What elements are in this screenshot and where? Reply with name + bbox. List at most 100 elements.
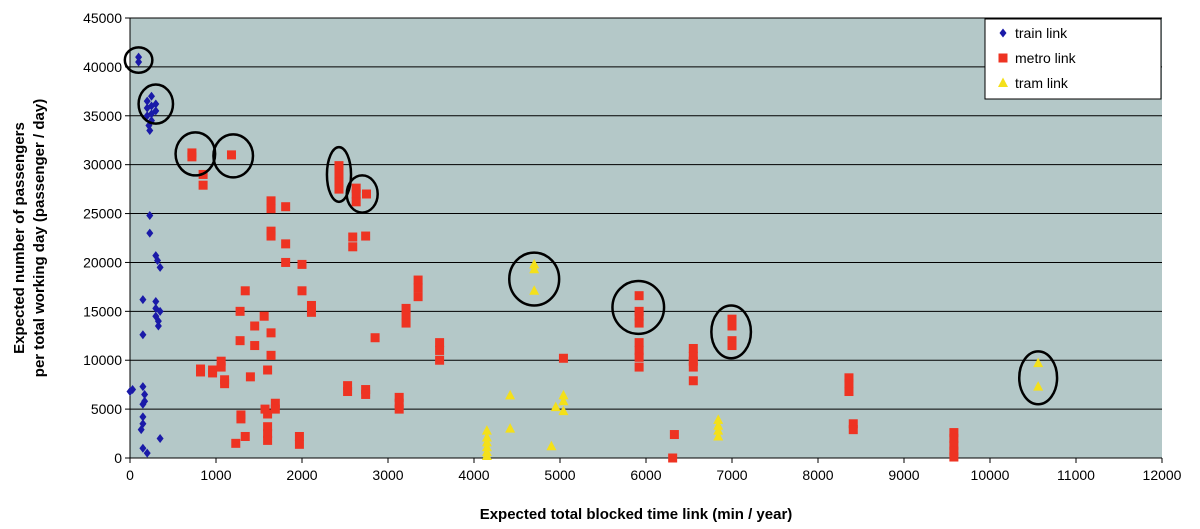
data-point-square <box>413 292 423 302</box>
data-point-square <box>334 184 344 194</box>
data-point-square <box>558 353 568 363</box>
data-point-triangle <box>529 263 540 274</box>
data-point-square <box>270 404 280 414</box>
data-point-square <box>361 231 371 241</box>
data-point-diamond <box>146 211 154 221</box>
data-point-diamond <box>152 297 160 307</box>
data-point-diamond <box>154 321 162 331</box>
data-point-square <box>266 204 276 214</box>
data-point-diamond <box>143 103 151 113</box>
series-diamond <box>126 52 164 458</box>
data-point-square <box>263 409 273 419</box>
data-point-square <box>187 152 197 162</box>
x-tick-label: 8000 <box>802 467 833 483</box>
legend: train link metro link tram link <box>984 18 1162 100</box>
x-tick-label: 7000 <box>716 467 747 483</box>
data-point-square <box>351 197 361 207</box>
x-tick-label: 10000 <box>971 467 1010 483</box>
data-point-square <box>263 365 273 375</box>
x-axis-ticks: 0 1000 2000 3000 4000 5000 6000 7000 8000 9000 100… <box>126 458 1182 483</box>
data-point-square <box>266 328 276 338</box>
data-point-square <box>401 318 411 328</box>
data-point-square <box>266 350 276 360</box>
data-point-square <box>727 341 737 351</box>
x-tick-label: 5000 <box>544 467 575 483</box>
data-point-square <box>240 286 250 296</box>
data-point-triangle <box>481 425 492 435</box>
data-point-diamond <box>139 443 147 453</box>
data-point-square <box>250 341 260 351</box>
annotation-circle <box>611 279 666 336</box>
x-tick-label: 12000 <box>1143 467 1182 483</box>
x-tick-label: 9000 <box>888 467 919 483</box>
data-point-square <box>294 439 304 449</box>
x-tick-label: 3000 <box>372 467 403 483</box>
data-points <box>126 52 1044 463</box>
data-point-triangle <box>713 414 724 424</box>
data-point-square <box>634 311 644 321</box>
x-tick-label: 0 <box>126 467 134 483</box>
x-tick-label: 2000 <box>286 467 317 483</box>
data-point-square <box>334 169 344 179</box>
data-point-diamond <box>156 262 164 272</box>
legend-marker-diamond <box>999 28 1007 38</box>
y-axis-title-line2: per total working day (passenger / day) <box>31 99 48 377</box>
annotation-circle <box>1017 350 1059 406</box>
series-triangle <box>481 258 1044 461</box>
data-point-square <box>226 150 236 160</box>
data-point-diamond <box>154 255 162 265</box>
annotation-circle <box>508 251 561 307</box>
data-point-square <box>260 404 270 414</box>
data-point-square <box>266 196 276 206</box>
data-point-square <box>263 429 273 439</box>
data-point-square <box>844 373 854 383</box>
data-point-triangle <box>713 425 724 435</box>
data-point-square <box>220 379 230 389</box>
data-point-diamond <box>139 382 147 392</box>
legend-marker-triangle <box>998 77 1008 87</box>
data-point-triangle <box>481 450 492 461</box>
data-point-square <box>949 440 959 450</box>
data-point-triangle <box>505 423 516 433</box>
y-tick-label: 30000 <box>83 157 122 173</box>
data-point-square <box>351 183 361 193</box>
data-point-diamond <box>146 228 154 238</box>
data-point-square <box>348 232 358 242</box>
data-point-diamond <box>156 306 164 316</box>
data-point-square <box>250 321 260 331</box>
data-point-square <box>401 303 411 313</box>
data-point-square <box>270 398 280 408</box>
annotation-circle <box>212 133 255 179</box>
data-point-square <box>208 368 218 378</box>
data-point-square <box>370 333 380 343</box>
data-point-square <box>688 362 698 372</box>
data-point-square <box>668 453 678 463</box>
data-point-diamond <box>146 125 154 135</box>
y-tick-label: 35000 <box>83 108 122 124</box>
x-tick-label: 1000 <box>200 467 231 483</box>
data-point-square <box>949 446 959 456</box>
x-axis-title: Expected total blocked time link (min / … <box>480 506 793 523</box>
data-point-square <box>634 352 644 362</box>
data-point-square <box>727 314 737 324</box>
y-axis-ticks: 0 5000 10000 15000 20000 25000 30000 35000 40000… <box>83 10 130 466</box>
data-point-square <box>634 362 644 372</box>
y-tick-label: 5000 <box>91 401 122 417</box>
data-point-diamond <box>137 425 145 435</box>
data-point-triangle <box>529 285 540 295</box>
data-point-square <box>361 385 371 395</box>
data-point-square <box>435 345 445 355</box>
data-point-square <box>949 433 959 443</box>
data-point-square <box>266 231 276 241</box>
data-point-square <box>245 372 255 382</box>
x-tick-label: 11000 <box>1057 467 1095 483</box>
data-point-square <box>394 398 404 408</box>
y-tick-label: 0 <box>114 450 122 466</box>
data-point-square <box>306 307 316 317</box>
data-point-square <box>294 431 304 441</box>
data-point-square <box>634 291 644 301</box>
data-point-diamond <box>154 316 162 326</box>
data-point-square <box>394 392 404 402</box>
data-point-square <box>727 321 737 331</box>
data-point-triangle <box>481 431 492 442</box>
